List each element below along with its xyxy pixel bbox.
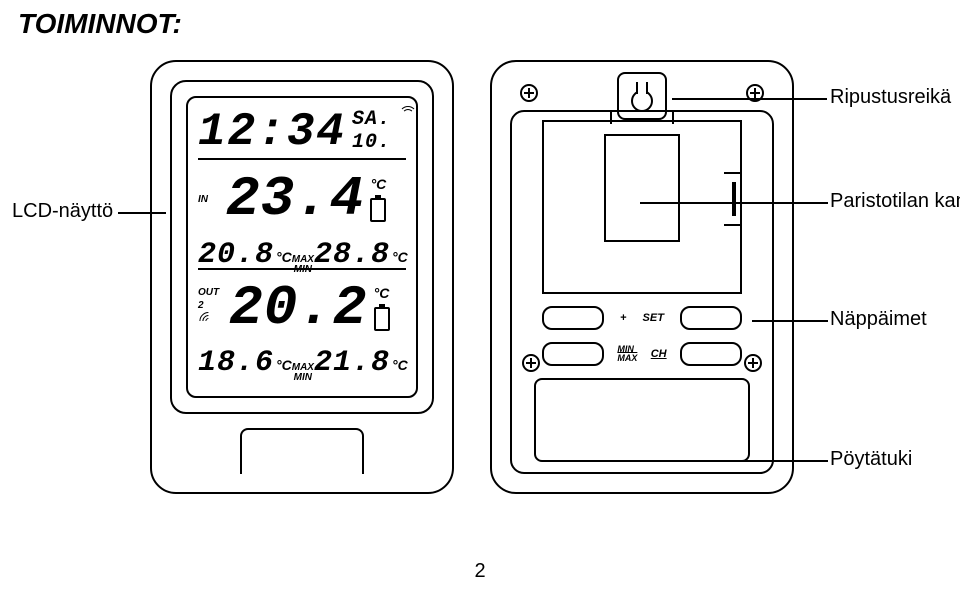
lcd-in-label: IN: [198, 194, 208, 205]
unit-c: °C: [276, 249, 292, 265]
set-label: SET: [643, 312, 664, 324]
back-inner-panel: + SET MIN MAX CH: [510, 110, 774, 474]
callout-hang: Ripustusreikä: [830, 86, 951, 109]
callout-batt: Paristotilan kansi: [830, 190, 960, 213]
leader-line: [752, 320, 828, 322]
radio-icon: [398, 106, 406, 122]
set-button[interactable]: [680, 306, 742, 330]
page-number: 2: [474, 560, 485, 583]
lcd-bezel: 12:34 SA. 10. IN 23.4 °C: [170, 80, 434, 414]
lcd-in-max: 28.8: [314, 238, 390, 272]
rf-icon: [195, 309, 219, 333]
front-stand-slot: [240, 428, 364, 474]
lcd-out-label: OUT: [198, 287, 219, 298]
screw-icon: [522, 354, 540, 372]
battery-icon: [374, 307, 390, 331]
unit-c: °C: [276, 357, 292, 373]
leader-line: [672, 98, 827, 100]
battery-cover-inner: [604, 134, 680, 242]
battery-cover: [542, 120, 742, 294]
unit-c: °C: [392, 249, 408, 265]
screw-icon: [744, 354, 762, 372]
lcd-row-out-minmax: 18.6 °C MAX MIN 21.8 °C: [198, 346, 406, 374]
lcd-screen: 12:34 SA. 10. IN 23.4 °C: [186, 96, 418, 398]
callout-stand: Pöytätuki: [830, 448, 912, 471]
lcd-in-min: 20.8: [198, 238, 274, 272]
lcd-min-label: MIN: [294, 373, 312, 383]
battery-cover-tab: [724, 172, 742, 226]
lcd-out-max: 21.8: [314, 346, 390, 380]
lcd-row-out: OUT 2 20.2 °C: [198, 268, 406, 346]
battery-icon: [370, 198, 386, 222]
lcd-dowdate: SA. 10.: [352, 108, 392, 154]
max-label: MAX: [617, 354, 637, 363]
lcd-out-temp: 20.2: [229, 276, 367, 340]
leader-line: [720, 460, 828, 462]
device-front: 12:34 SA. 10. IN 23.4 °C: [150, 60, 454, 494]
unit-c: °C: [392, 357, 408, 373]
lcd-row-in: IN 23.4 °C: [198, 158, 406, 238]
plus-button[interactable]: [542, 306, 604, 330]
lcd-in-temp: 23.4: [226, 167, 364, 231]
leader-line: [640, 202, 828, 204]
button-row-1: + SET: [542, 304, 742, 332]
device-back: + SET MIN MAX CH: [490, 60, 794, 494]
hanging-hole-circle: [631, 90, 653, 112]
section-title: TOIMINNOT:: [18, 8, 182, 40]
lcd-out-min: 18.6: [198, 346, 274, 380]
plus-label: +: [620, 312, 626, 324]
callout-lcd: LCD-näyttö: [12, 200, 113, 223]
minmax-label: MIN MAX: [617, 345, 637, 363]
battery-cover-ridge: [610, 110, 674, 124]
lcd-row-in-minmax: 20.8 °C MAX MIN 28.8 °C: [198, 238, 406, 266]
figure-wrapper: 12:34 SA. 10. IN 23.4 °C: [150, 60, 810, 530]
lcd-in-unit: °C: [371, 176, 387, 192]
ch-button[interactable]: [680, 342, 742, 366]
ch-label: CH: [651, 348, 667, 360]
minmax-button[interactable]: [542, 342, 604, 366]
callout-keys: Näppäimet: [830, 308, 927, 331]
button-row-2: MIN MAX CH: [542, 340, 742, 368]
screw-icon: [520, 84, 538, 102]
lcd-time: 12:34: [198, 106, 346, 158]
lcd-row-time: 12:34 SA. 10.: [198, 106, 406, 154]
lcd-out-unit: °C: [374, 285, 390, 301]
table-stand-slot: [534, 378, 750, 462]
lcd-out-ch: 2: [198, 300, 204, 311]
leader-line: [118, 212, 166, 214]
